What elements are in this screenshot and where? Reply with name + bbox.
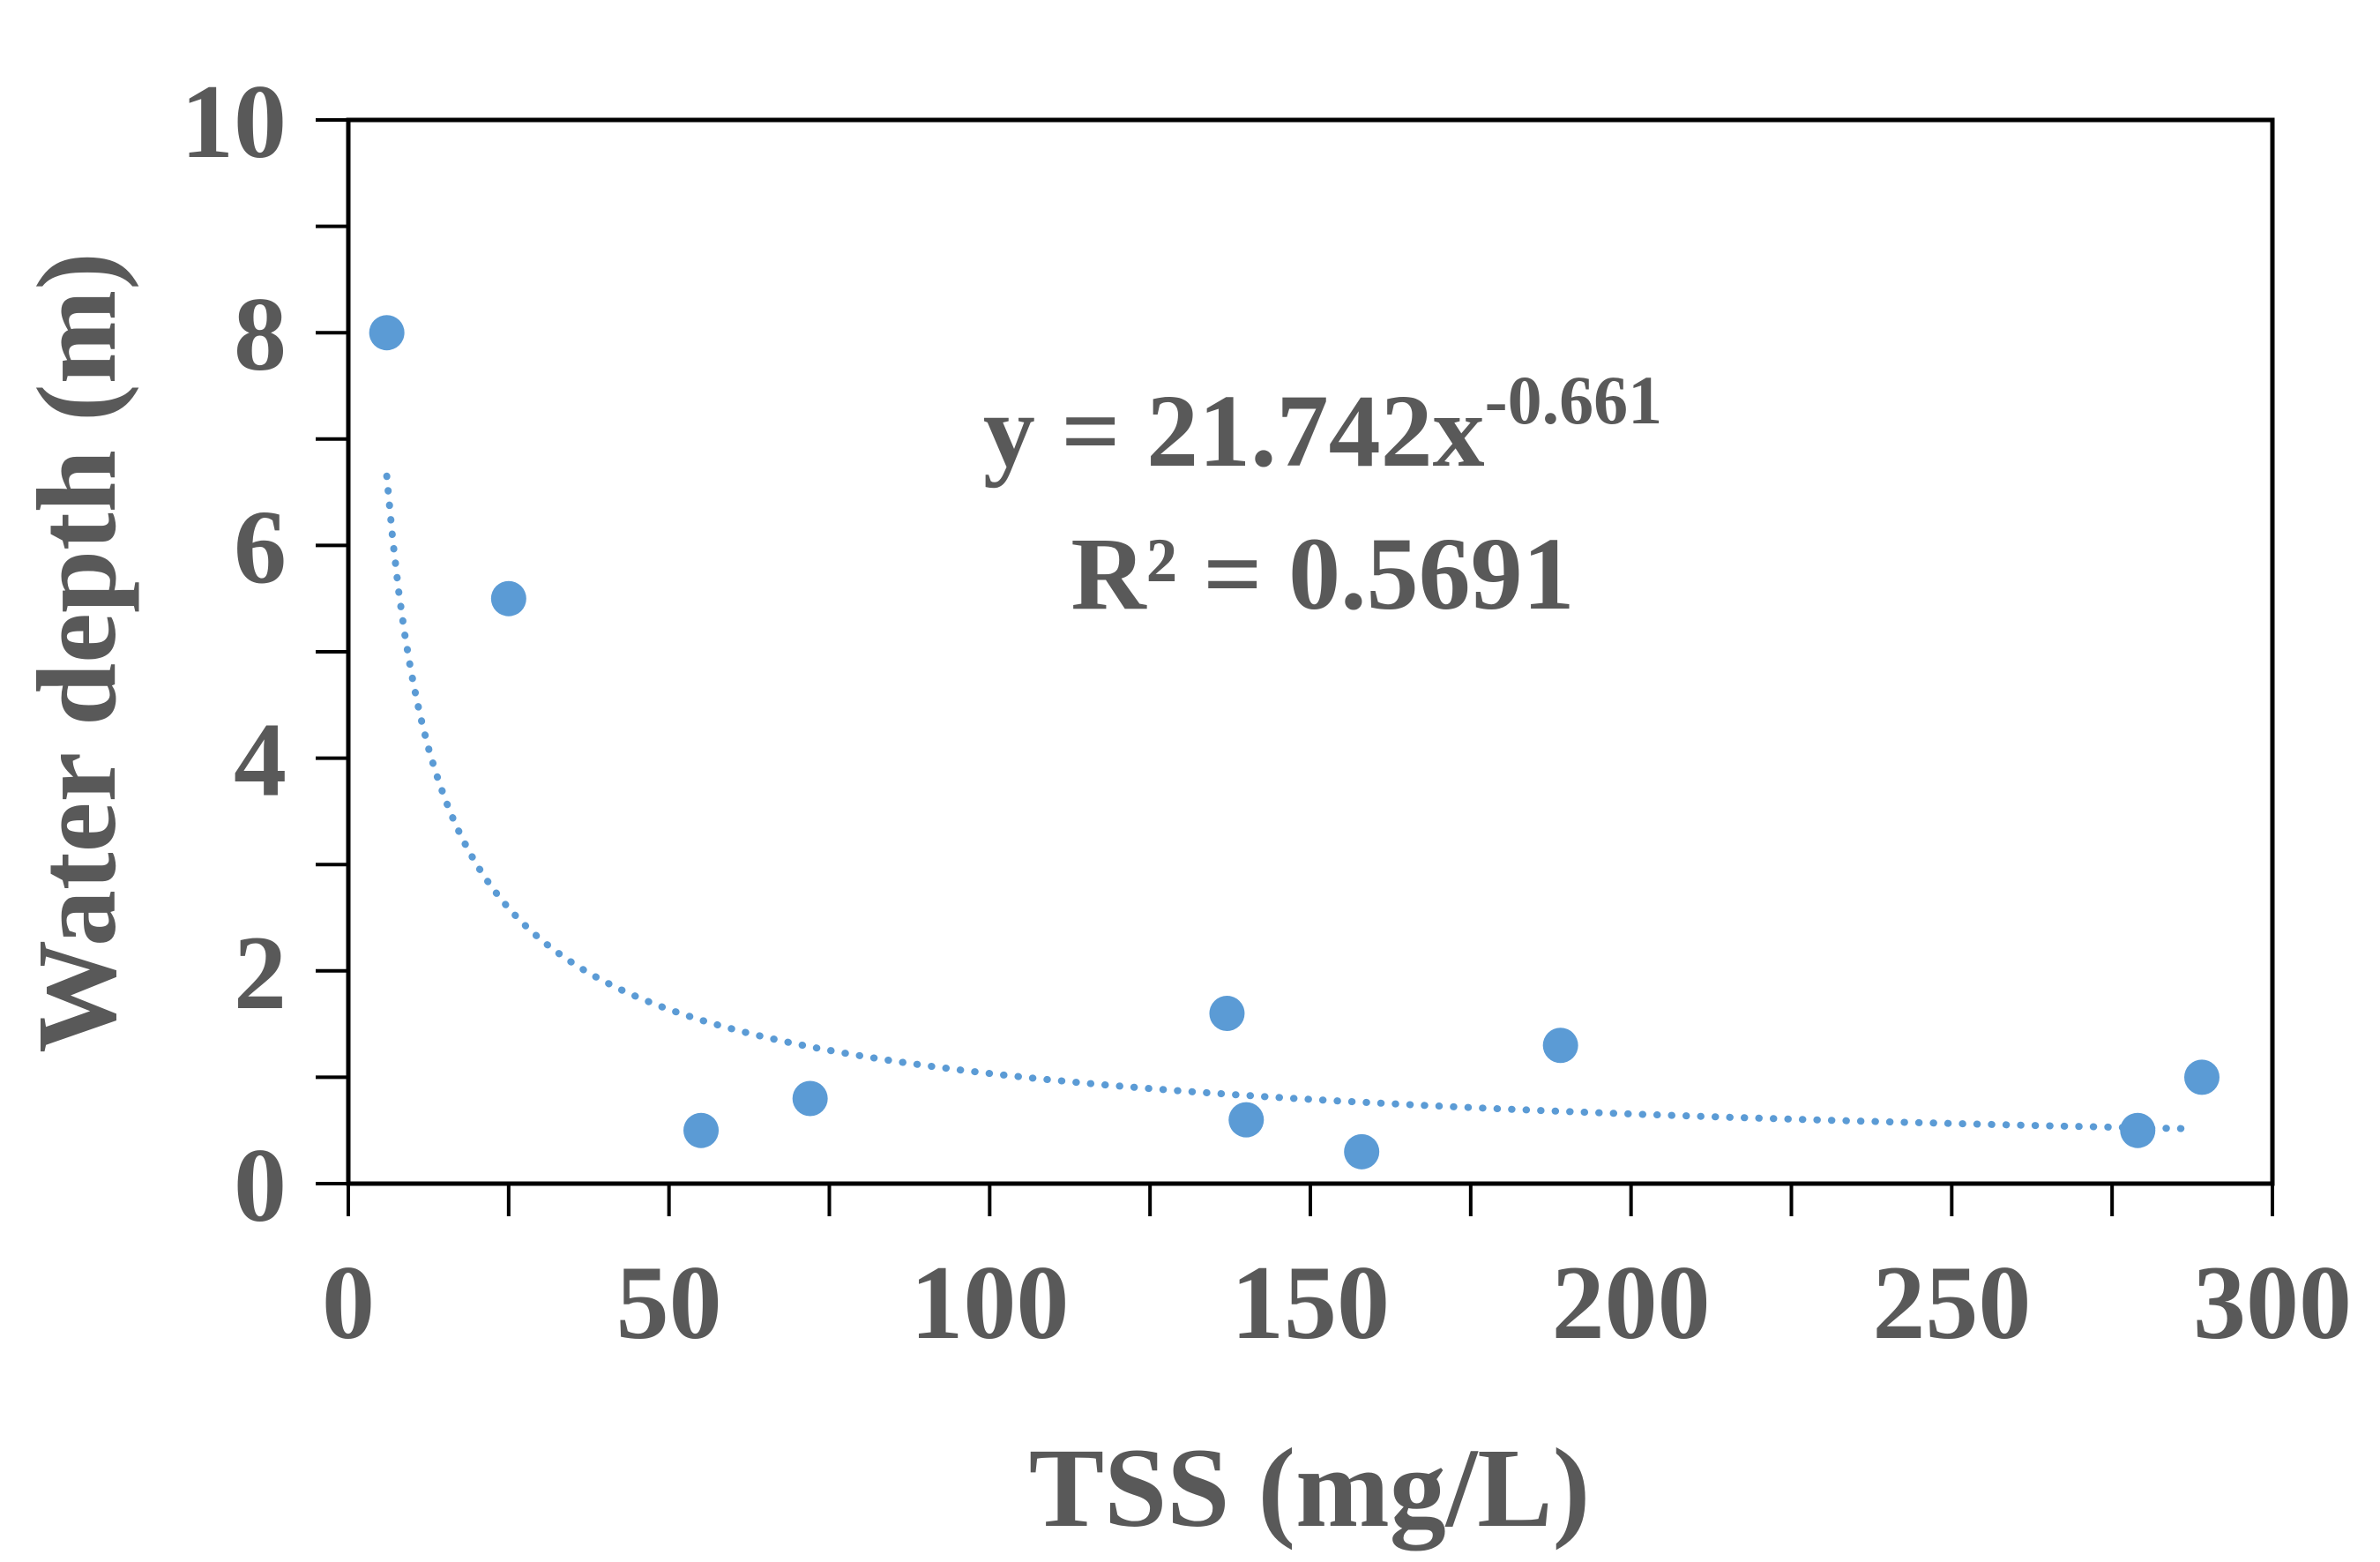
data-point <box>490 580 526 617</box>
y-axis-title: Water depth (m) <box>14 252 139 1053</box>
x-axis-title: TSS (mg/L) <box>1029 1425 1591 1551</box>
y-axis-ticks <box>316 118 348 1185</box>
y-tick-label: 2 <box>234 914 287 1031</box>
x-tick-label: 100 <box>910 1244 1069 1361</box>
data-point <box>2120 1112 2156 1148</box>
y-tick-label: 10 <box>181 63 287 180</box>
x-axis-ticks <box>347 1184 2274 1216</box>
trendline-path <box>383 472 2193 1132</box>
y-tick-label: 0 <box>234 1126 287 1244</box>
data-point <box>369 315 405 351</box>
x-tick-label: 0 <box>322 1244 375 1361</box>
data-point <box>2183 1059 2220 1095</box>
equation-base: y = 21.742x <box>983 373 1485 489</box>
y-axis-tick-labels: 0 2 4 6 8 10 <box>181 63 287 1244</box>
x-tick-label: 50 <box>616 1244 722 1361</box>
plot-area-frame <box>346 117 2275 1186</box>
x-tick-label: 300 <box>2193 1244 2352 1361</box>
data-point <box>1228 1102 1265 1138</box>
data-points <box>369 315 2220 1170</box>
y-tick-label: 8 <box>234 275 287 392</box>
data-point <box>1542 1028 1578 1064</box>
x-tick-label: 200 <box>1552 1244 1711 1361</box>
equation-exponent: -0.661 <box>1485 362 1662 438</box>
data-point <box>1209 996 1245 1032</box>
x-tick-label: 250 <box>1872 1244 2031 1361</box>
data-point <box>1344 1133 1380 1170</box>
data-point <box>683 1112 720 1148</box>
y-tick-label: 4 <box>234 701 287 818</box>
power-trendline <box>383 472 2193 1132</box>
equation-annotation: y = 21.742x-0.661 <box>983 362 1662 489</box>
r-squared-annotation: R² = 0.5691 <box>1071 516 1574 632</box>
x-axis-tick-labels: 0 50 100 150 200 250 300 <box>322 1244 2352 1361</box>
data-point <box>792 1080 828 1117</box>
x-tick-label: 150 <box>1231 1244 1390 1361</box>
y-tick-label: 6 <box>234 488 287 605</box>
